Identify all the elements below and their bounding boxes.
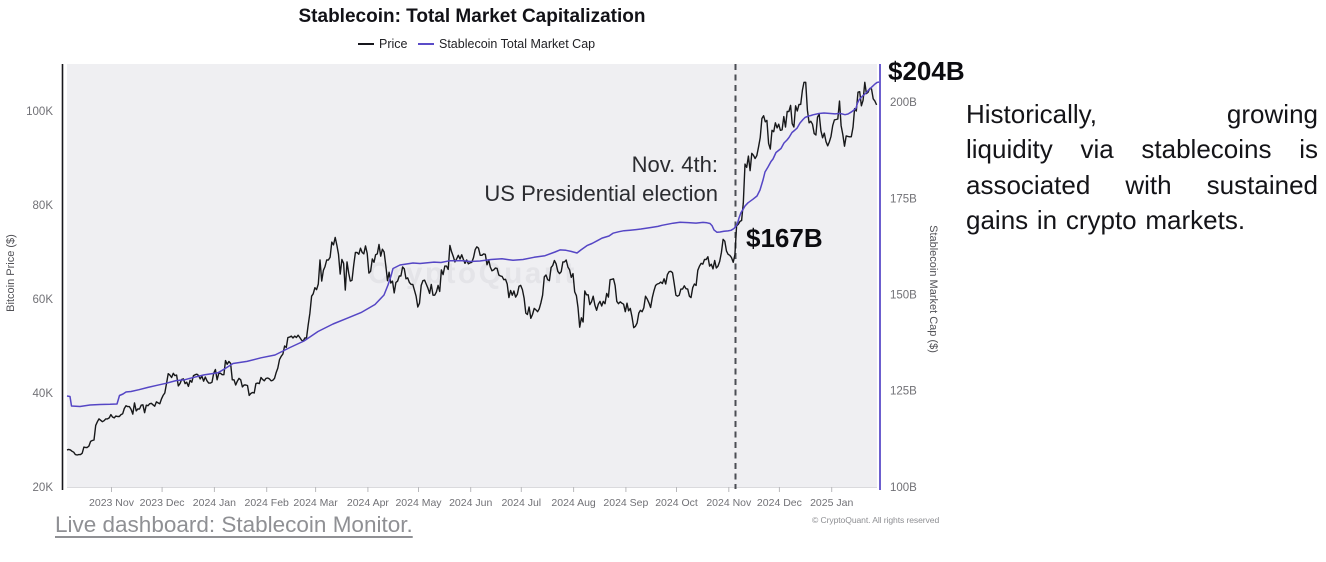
svg-text:2024 Jul: 2024 Jul bbox=[501, 497, 541, 509]
svg-text:Price: Price bbox=[379, 37, 408, 51]
svg-text:80K: 80K bbox=[33, 200, 54, 212]
svg-text:100K: 100K bbox=[26, 106, 53, 118]
svg-text:20K: 20K bbox=[33, 482, 54, 494]
svg-text:2024 Dec: 2024 Dec bbox=[757, 497, 802, 509]
svg-text:125B: 125B bbox=[890, 386, 917, 398]
svg-text:US Presidential election: US Presidential election bbox=[484, 181, 718, 206]
svg-text:Stablecoin: Total Market Capit: Stablecoin: Total Market Capitalization bbox=[299, 6, 646, 27]
svg-text:Nov. 4th:: Nov. 4th: bbox=[632, 152, 718, 177]
svg-text:2024 Nov: 2024 Nov bbox=[706, 497, 752, 509]
svg-text:2023 Nov: 2023 Nov bbox=[89, 497, 135, 509]
svg-text:2024 Oct: 2024 Oct bbox=[655, 497, 698, 509]
svg-text:$204B: $204B bbox=[888, 56, 965, 86]
svg-text:2024 Apr: 2024 Apr bbox=[347, 497, 390, 509]
svg-text:60K: 60K bbox=[33, 294, 54, 306]
svg-text:175B: 175B bbox=[890, 193, 917, 205]
svg-text:Stablecoin Market Cap ($): Stablecoin Market Cap ($) bbox=[927, 225, 939, 353]
svg-text:Bitcoin Price ($): Bitcoin Price ($) bbox=[5, 234, 17, 312]
svg-text:2024 Jun: 2024 Jun bbox=[449, 497, 492, 509]
svg-text:2024 Feb: 2024 Feb bbox=[245, 497, 290, 509]
svg-text:2023 Dec: 2023 Dec bbox=[140, 497, 185, 509]
svg-text:2024 Mar: 2024 Mar bbox=[293, 497, 338, 509]
svg-text:2024 Aug: 2024 Aug bbox=[551, 497, 596, 509]
svg-text:2024 May: 2024 May bbox=[395, 497, 442, 509]
svg-text:150B: 150B bbox=[890, 290, 917, 302]
svg-text:Stablecoin Total Market Cap: Stablecoin Total Market Cap bbox=[439, 37, 595, 51]
svg-text:2024 Jan: 2024 Jan bbox=[193, 497, 236, 509]
svg-text:$167B: $167B bbox=[746, 223, 823, 253]
svg-text:2024 Sep: 2024 Sep bbox=[603, 497, 648, 509]
svg-text:200B: 200B bbox=[890, 97, 917, 109]
svg-text:100B: 100B bbox=[890, 482, 917, 494]
svg-text:40K: 40K bbox=[33, 388, 54, 400]
svg-text:2025 Jan: 2025 Jan bbox=[810, 497, 853, 509]
